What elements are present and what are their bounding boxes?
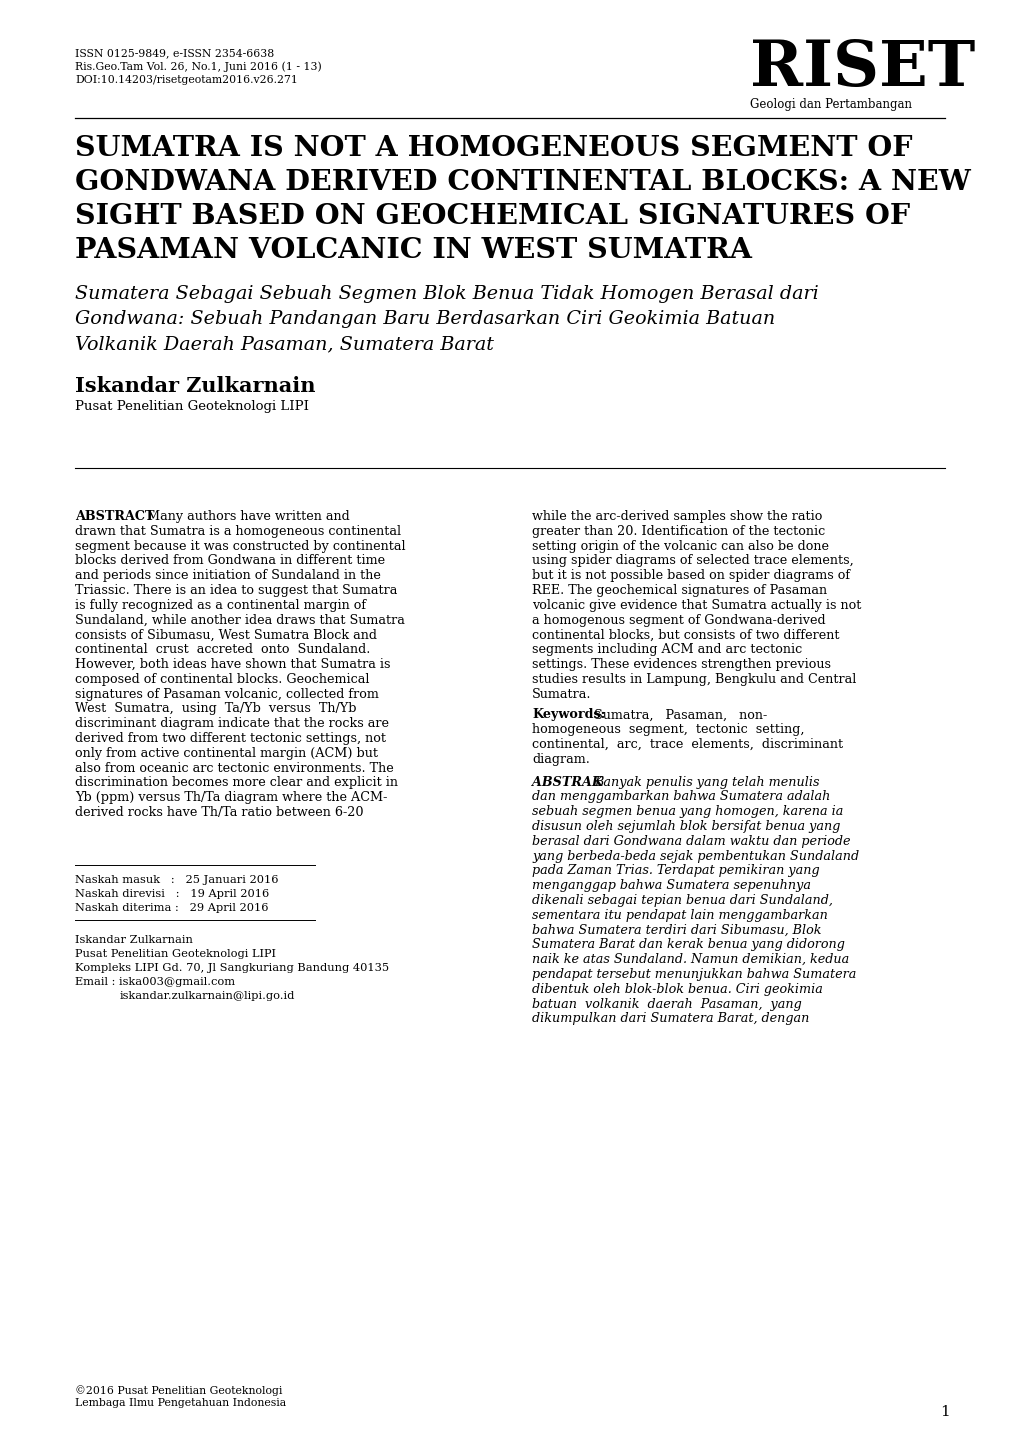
Text: pendapat tersebut menunjukkan bahwa Sumatera: pendapat tersebut menunjukkan bahwa Suma… — [532, 968, 856, 981]
Text: West  Sumatra,  using  Ta/Yb  versus  Th/Yb: West Sumatra, using Ta/Yb versus Th/Yb — [75, 703, 357, 716]
Text: Keywords:: Keywords: — [532, 709, 604, 722]
Text: continental blocks, but consists of two different: continental blocks, but consists of two … — [532, 628, 839, 641]
Text: settings. These evidences strengthen previous: settings. These evidences strengthen pre… — [532, 658, 830, 671]
Text: menganggap bahwa Sumatera sepenuhnya: menganggap bahwa Sumatera sepenuhnya — [532, 879, 810, 892]
Text: Iskandar Zulkarnain: Iskandar Zulkarnain — [75, 935, 193, 945]
Text: REE. The geochemical signatures of Pasaman: REE. The geochemical signatures of Pasam… — [532, 584, 826, 597]
Text: Sumatera Sebagai Sebuah Segmen Blok Benua Tidak Homogen Berasal dari: Sumatera Sebagai Sebuah Segmen Blok Benu… — [75, 286, 818, 303]
Text: SUMATRA IS NOT A HOMOGENEOUS SEGMENT OF: SUMATRA IS NOT A HOMOGENEOUS SEGMENT OF — [75, 136, 912, 162]
Text: dibentuk oleh blok-blok benua. Ciri geokimia: dibentuk oleh blok-blok benua. Ciri geok… — [532, 983, 822, 996]
Text: ©2016 Pusat Penelitian Geoteknologi: ©2016 Pusat Penelitian Geoteknologi — [75, 1385, 282, 1395]
Text: Email : iska003@gmail.com: Email : iska003@gmail.com — [75, 977, 235, 987]
Text: Gondwana: Sebuah Pandangan Baru Berdasarkan Ciri Geokimia Batuan: Gondwana: Sebuah Pandangan Baru Berdasar… — [75, 310, 774, 328]
Text: greater than 20. Identification of the tectonic: greater than 20. Identification of the t… — [532, 525, 824, 538]
Text: However, both ideas have shown that Sumatra is: However, both ideas have shown that Suma… — [75, 658, 390, 671]
Text: volcanic give evidence that Sumatra actually is not: volcanic give evidence that Sumatra actu… — [532, 599, 860, 612]
Text: drawn that Sumatra is a homogeneous continental: drawn that Sumatra is a homogeneous cont… — [75, 525, 400, 538]
Text: derived rocks have Th/Ta ratio between 6-20: derived rocks have Th/Ta ratio between 6… — [75, 807, 363, 820]
Text: studies results in Lampung, Bengkulu and Central: studies results in Lampung, Bengkulu and… — [532, 672, 856, 685]
Text: Iskandar Zulkarnain: Iskandar Zulkarnain — [75, 377, 315, 395]
Text: blocks derived from Gondwana in different time: blocks derived from Gondwana in differen… — [75, 554, 385, 567]
Text: continental  crust  accreted  onto  Sundaland.: continental crust accreted onto Sundalan… — [75, 644, 370, 657]
Text: using spider diagrams of selected trace elements,: using spider diagrams of selected trace … — [532, 554, 853, 567]
Text: discrimination becomes more clear and explicit in: discrimination becomes more clear and ex… — [75, 776, 397, 789]
Text: dikenali sebagai tepian benua dari Sundaland,: dikenali sebagai tepian benua dari Sunda… — [532, 895, 833, 908]
Text: but it is not possible based on spider diagrams of: but it is not possible based on spider d… — [532, 569, 849, 582]
Text: Naskah direvisi   :   19 April 2016: Naskah direvisi : 19 April 2016 — [75, 889, 269, 899]
Text: Lembaga Ilmu Pengetahuan Indonesia: Lembaga Ilmu Pengetahuan Indonesia — [75, 1398, 286, 1408]
Text: consists of Sibumasu, West Sumatra Block and: consists of Sibumasu, West Sumatra Block… — [75, 628, 377, 641]
Text: ABSTRACT: ABSTRACT — [75, 509, 154, 522]
Text: dan menggambarkan bahwa Sumatera adalah: dan menggambarkan bahwa Sumatera adalah — [532, 791, 829, 804]
Text: segment because it was constructed by continental: segment because it was constructed by co… — [75, 540, 406, 553]
Text: sementara itu pendapat lain menggambarkan: sementara itu pendapat lain menggambarka… — [532, 909, 827, 922]
Text: Many authors have written and: Many authors have written and — [147, 509, 350, 522]
Text: SIGHT BASED ON GEOCHEMICAL SIGNATURES OF: SIGHT BASED ON GEOCHEMICAL SIGNATURES OF — [75, 203, 909, 229]
Text: setting origin of the volcanic can also be done: setting origin of the volcanic can also … — [532, 540, 828, 553]
Text: naik ke atas Sundaland. Namun demikian, kedua: naik ke atas Sundaland. Namun demikian, … — [532, 954, 849, 967]
Text: GONDWANA DERIVED CONTINENTAL BLOCKS: A NEW: GONDWANA DERIVED CONTINENTAL BLOCKS: A N… — [75, 169, 970, 196]
Text: segments including ACM and arc tectonic: segments including ACM and arc tectonic — [532, 644, 802, 657]
Text: ABSTRAK: ABSTRAK — [532, 775, 602, 789]
Text: PASAMAN VOLCANIC IN WEST SUMATRA: PASAMAN VOLCANIC IN WEST SUMATRA — [75, 237, 751, 264]
Text: pada Zaman Trias. Terdapat pemikiran yang: pada Zaman Trias. Terdapat pemikiran yan… — [532, 864, 819, 877]
Text: berasal dari Gondwana dalam waktu dan periode: berasal dari Gondwana dalam waktu dan pe… — [532, 835, 850, 848]
Text: Sumatra.: Sumatra. — [532, 688, 591, 701]
Text: discriminant diagram indicate that the rocks are: discriminant diagram indicate that the r… — [75, 717, 388, 730]
Text: disusun oleh sejumlah blok bersifat benua yang: disusun oleh sejumlah blok bersifat benu… — [532, 820, 840, 833]
Text: Sumatera Barat dan kerak benua yang didorong: Sumatera Barat dan kerak benua yang dido… — [532, 938, 844, 951]
Text: Naskah diterima :   29 April 2016: Naskah diterima : 29 April 2016 — [75, 903, 268, 913]
Text: continental,  arc,  trace  elements,  discriminant: continental, arc, trace elements, discri… — [532, 737, 843, 750]
Text: Naskah masuk   :   25 Januari 2016: Naskah masuk : 25 Januari 2016 — [75, 874, 278, 885]
Text: batuan  volkanik  daerah  Pasaman,  yang: batuan volkanik daerah Pasaman, yang — [532, 997, 801, 1010]
Text: homogeneous  segment,  tectonic  setting,: homogeneous segment, tectonic setting, — [532, 723, 804, 736]
Text: and periods since initiation of Sundaland in the: and periods since initiation of Sundalan… — [75, 569, 380, 582]
Text: DOI:10.14203/risetgeotam2016.v26.271: DOI:10.14203/risetgeotam2016.v26.271 — [75, 75, 298, 85]
Text: derived from two different tectonic settings, not: derived from two different tectonic sett… — [75, 732, 385, 745]
Text: composed of continental blocks. Geochemical: composed of continental blocks. Geochemi… — [75, 672, 369, 685]
Text: while the arc-derived samples show the ratio: while the arc-derived samples show the r… — [532, 509, 821, 522]
Text: also from oceanic arc tectonic environments. The: also from oceanic arc tectonic environme… — [75, 762, 393, 775]
Text: Sundaland, while another idea draws that Sumatra: Sundaland, while another idea draws that… — [75, 613, 405, 626]
Text: Volkanik Daerah Pasaman, Sumatera Barat: Volkanik Daerah Pasaman, Sumatera Barat — [75, 335, 493, 354]
Text: signatures of Pasaman volcanic, collected from: signatures of Pasaman volcanic, collecte… — [75, 688, 378, 701]
Text: a homogenous segment of Gondwana-derived: a homogenous segment of Gondwana-derived — [532, 613, 824, 626]
Text: Yb (ppm) versus Th/Ta diagram where the ACM-: Yb (ppm) versus Th/Ta diagram where the … — [75, 791, 387, 804]
Text: yang berbeda-beda sejak pembentukan Sundaland: yang berbeda-beda sejak pembentukan Sund… — [532, 850, 858, 863]
Text: dikumpulkan dari Sumatera Barat, dengan: dikumpulkan dari Sumatera Barat, dengan — [532, 1013, 809, 1026]
Text: Triassic. There is an idea to suggest that Sumatra: Triassic. There is an idea to suggest th… — [75, 584, 397, 597]
Text: Banyak penulis yang telah menulis: Banyak penulis yang telah menulis — [593, 775, 818, 789]
Text: ISSN 0125-9849, e-ISSN 2354-6638: ISSN 0125-9849, e-ISSN 2354-6638 — [75, 48, 274, 58]
Text: Sumatra,   Pasaman,   non-: Sumatra, Pasaman, non- — [593, 709, 766, 722]
Text: 1: 1 — [940, 1405, 949, 1418]
Text: Pusat Penelitian Geoteknologi LIPI: Pusat Penelitian Geoteknologi LIPI — [75, 949, 276, 960]
Text: RISET: RISET — [749, 38, 974, 100]
Text: iskandar.zulkarnain@lipi.go.id: iskandar.zulkarnain@lipi.go.id — [120, 991, 296, 1001]
Text: Kompleks LIPI Gd. 70, Jl Sangkuriang Bandung 40135: Kompleks LIPI Gd. 70, Jl Sangkuriang Ban… — [75, 962, 388, 973]
Text: Pusat Penelitian Geoteknologi LIPI: Pusat Penelitian Geoteknologi LIPI — [75, 400, 309, 413]
Text: only from active continental margin (ACM) but: only from active continental margin (ACM… — [75, 747, 378, 760]
Text: Ris.Geo.Tam Vol. 26, No.1, Juni 2016 (1 - 13): Ris.Geo.Tam Vol. 26, No.1, Juni 2016 (1 … — [75, 62, 321, 72]
Text: Geologi dan Pertambangan: Geologi dan Pertambangan — [749, 98, 911, 111]
Text: bahwa Sumatera terdiri dari Sibumasu, Blok: bahwa Sumatera terdiri dari Sibumasu, Bl… — [532, 924, 820, 937]
Text: diagram.: diagram. — [532, 753, 589, 766]
Text: is fully recognized as a continental margin of: is fully recognized as a continental mar… — [75, 599, 366, 612]
Text: sebuah segmen benua yang homogen, karena ia: sebuah segmen benua yang homogen, karena… — [532, 805, 843, 818]
